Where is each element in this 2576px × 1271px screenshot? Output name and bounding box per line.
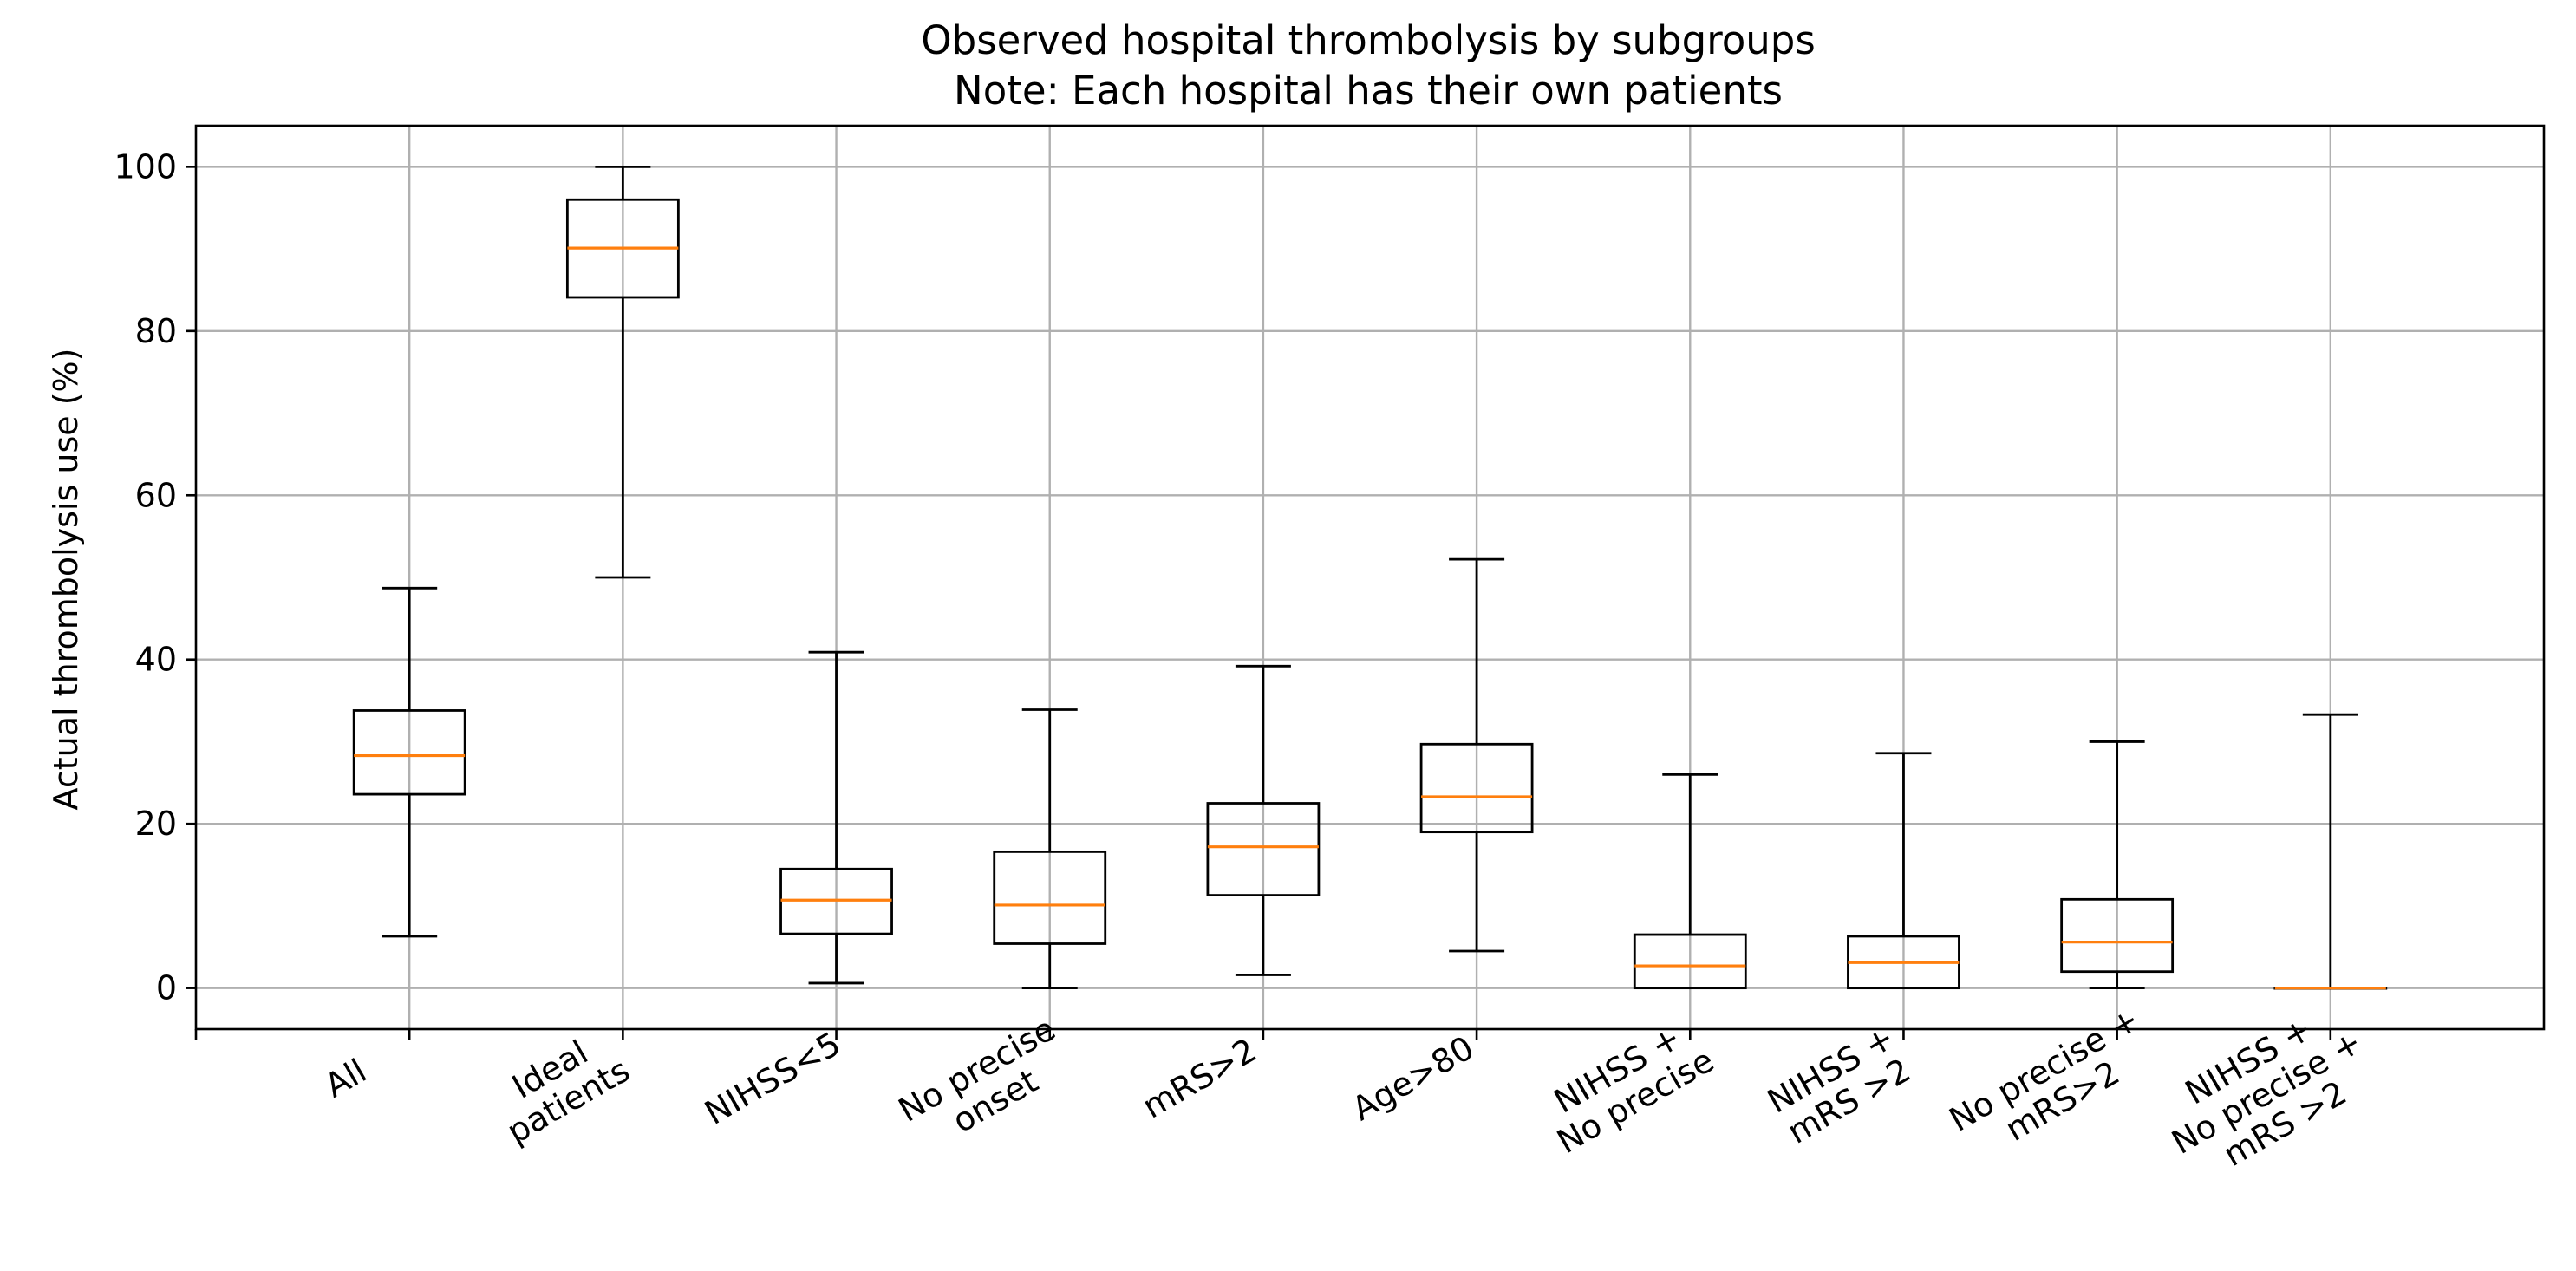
box [1206,802,1321,896]
box-group [2273,713,2388,990]
box-group [2060,740,2175,990]
y-tick-label: 80 [135,312,177,350]
box-group [779,650,893,985]
boxes [352,165,2388,990]
box [352,709,466,796]
box-group [1206,664,1321,976]
box [993,850,1107,945]
y-tick-label: 100 [114,147,177,186]
box [1419,742,1534,834]
plot-frame [194,124,2546,1031]
box [2060,897,2175,974]
box-group [1847,752,1960,990]
box-group [1633,772,1747,990]
box [1633,933,1747,990]
y-tick-label: 40 [135,641,177,679]
chart-title: Observed hospital thrombolysis by subgro… [921,17,1816,63]
chart-subtitle: Note: Each hospital has their own patien… [954,68,1783,114]
box-group [352,586,466,938]
y-tick-label: 60 [135,476,177,514]
grid [196,126,2544,1029]
box-group [1419,557,1534,953]
y-tick-label: 0 [156,969,177,1007]
y-axis-label: Actual thrombolysis use (%) [47,349,85,811]
y-tick-label: 20 [135,805,177,843]
box-group [993,708,1107,990]
box-group [565,165,680,579]
